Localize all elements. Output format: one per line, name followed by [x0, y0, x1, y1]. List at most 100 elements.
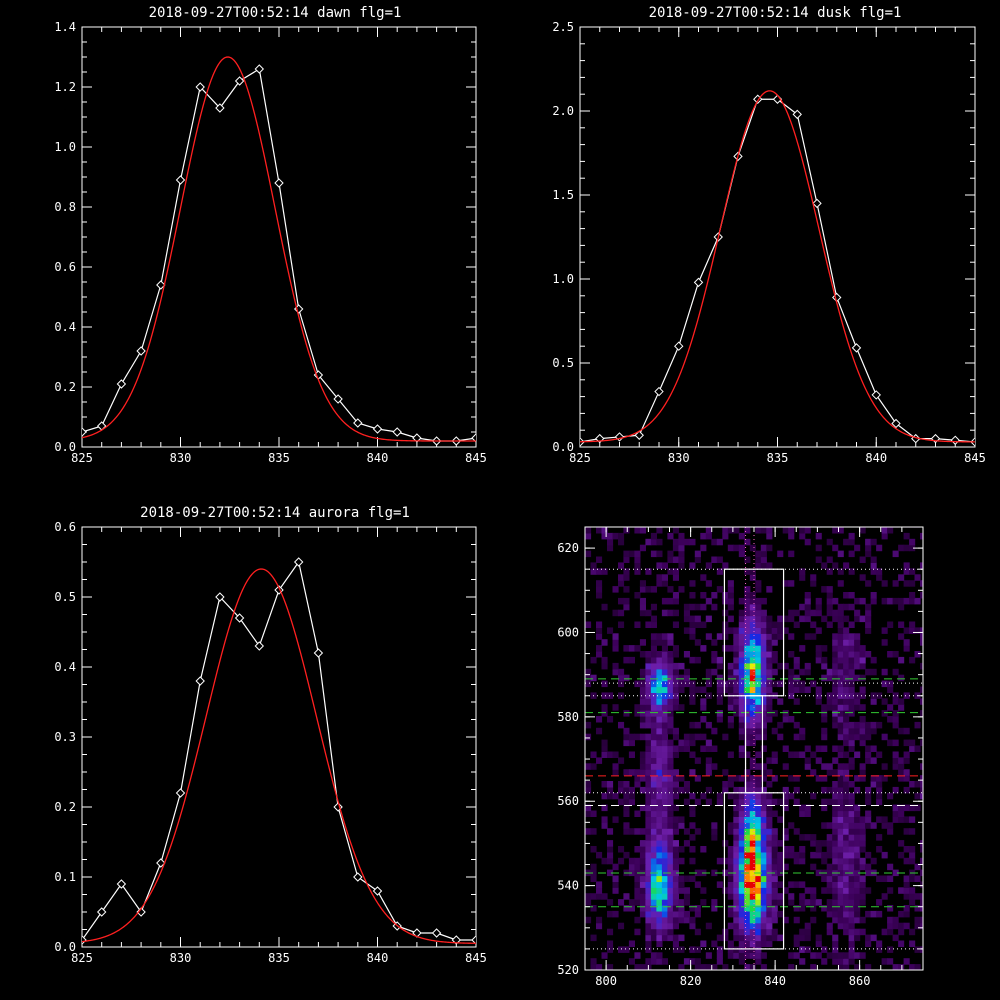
- heatmap-cell: [656, 857, 663, 865]
- dusk-data-point: [693, 277, 704, 288]
- heatmap-cell: [650, 686, 657, 693]
- heatmap-cell: [865, 751, 872, 758]
- heatmap-cell: [854, 934, 861, 942]
- heatmap-cell: [832, 597, 839, 605]
- heatmap-cell: [744, 916, 751, 924]
- heatmap-cell: [596, 556, 603, 563]
- heatmap-cell: [733, 863, 740, 871]
- heatmap-cell: [799, 574, 806, 581]
- aurora-data-point: [195, 676, 205, 686]
- heatmap-cell: [854, 887, 861, 894]
- dusk-data-point: [891, 418, 901, 429]
- heatmap-cell: [859, 834, 866, 841]
- heatmap-cell: [645, 792, 652, 800]
- heatmap-cell: [760, 816, 767, 823]
- heatmap-cell: [766, 893, 773, 900]
- dawn-data-point: [471, 433, 476, 443]
- heatmap-cell: [848, 899, 855, 906]
- heatmap-cell: [870, 910, 877, 918]
- heatmap-cell: [744, 928, 751, 936]
- heatmap-cell: [892, 668, 899, 676]
- heatmap-cell: [887, 651, 894, 658]
- heatmap-cell: [832, 851, 839, 859]
- heatmap-cell: [656, 656, 663, 664]
- heatmap-cell: [623, 946, 630, 953]
- heatmap-cell: [645, 763, 652, 770]
- heatmap-cell: [832, 875, 839, 882]
- heatmap-cell: [749, 775, 756, 782]
- heatmap-cell: [689, 916, 696, 924]
- heatmap-cell: [738, 651, 745, 658]
- heatmap-cell: [887, 916, 894, 924]
- dawn-data-point: [234, 76, 245, 86]
- heatmap-cell: [623, 786, 630, 794]
- heatmap-cell: [727, 603, 734, 611]
- heatmap-cell: [678, 822, 685, 829]
- heatmap-cell: [667, 757, 674, 764]
- heatmap-cell: [667, 851, 674, 859]
- heatmap-cell: [744, 816, 751, 823]
- heatmap-cell: [766, 781, 773, 788]
- heatmap-cell: [815, 603, 822, 611]
- heatmap-cell: [689, 751, 696, 758]
- heatmap-cell: [672, 727, 679, 735]
- heatmap-cell: [859, 899, 866, 906]
- heatmap-cell: [903, 910, 910, 918]
- heatmap-cell: [678, 875, 685, 882]
- heatmap-cell: [645, 609, 652, 617]
- heatmap-cell: [837, 834, 844, 841]
- heatmap-cell: [848, 550, 855, 558]
- heatmap-cell: [639, 887, 646, 894]
- heatmap-cell: [749, 568, 756, 575]
- heatmap-cell: [788, 527, 795, 534]
- heatmap-cell: [749, 544, 756, 552]
- heatmap-cell: [848, 922, 855, 930]
- heatmap-cell: [865, 580, 872, 587]
- heatmap-cell: [672, 692, 679, 699]
- heatmap-cell: [782, 745, 789, 752]
- heatmap-cell: [777, 627, 784, 634]
- heatmap-cell: [694, 656, 701, 664]
- heatmap-cell: [634, 952, 641, 959]
- heatmap-cell: [650, 810, 657, 817]
- heatmap-cell: [607, 751, 614, 758]
- heatmap-cell: [618, 674, 625, 682]
- heatmap-cell: [898, 851, 905, 859]
- heatmap-cell: [661, 846, 668, 853]
- heatmap-cell: [645, 846, 652, 853]
- heatmap-cell: [711, 592, 718, 599]
- heatmap-cell: [672, 680, 679, 688]
- heatmap-cell: [667, 674, 674, 682]
- heatmap-cell: [760, 621, 767, 628]
- heatmap-cell: [854, 828, 861, 835]
- heatmap-cell: [793, 786, 800, 794]
- heatmap-cell: [744, 603, 751, 611]
- heatmap-cell: [749, 887, 756, 894]
- heatmap-cell: [650, 698, 657, 705]
- heatmap-cell: [639, 733, 646, 741]
- heatmap-cell: [755, 786, 762, 794]
- heatmap-cell: [760, 686, 767, 693]
- aurora-y-tick-label: 0.5: [54, 590, 76, 604]
- heatmap-cell: [810, 863, 817, 871]
- heatmap-cell: [700, 899, 707, 906]
- heatmap-cell: [815, 940, 822, 947]
- heatmap-cell: [650, 792, 657, 800]
- heatmap-cell: [771, 934, 778, 942]
- heatmap-cell: [656, 828, 663, 835]
- heatmap-cell: [755, 609, 762, 617]
- heatmap-cell: [760, 633, 767, 640]
- heatmap-cell: [876, 798, 883, 806]
- heatmap-cell: [804, 834, 811, 841]
- heatmap-cell: [887, 922, 894, 930]
- dusk-data-point: [654, 386, 664, 397]
- heatmap-cell: [837, 568, 844, 575]
- heatmap-cell: [738, 934, 745, 942]
- heatmap-cell: [634, 621, 641, 628]
- heatmap-cell: [815, 656, 822, 664]
- heatmap-cell: [865, 668, 872, 676]
- heatmap-cell: [612, 816, 619, 823]
- heatmap-cell: [749, 928, 756, 936]
- heatmap-cell: [590, 810, 597, 817]
- heatmap-cell: [821, 645, 828, 652]
